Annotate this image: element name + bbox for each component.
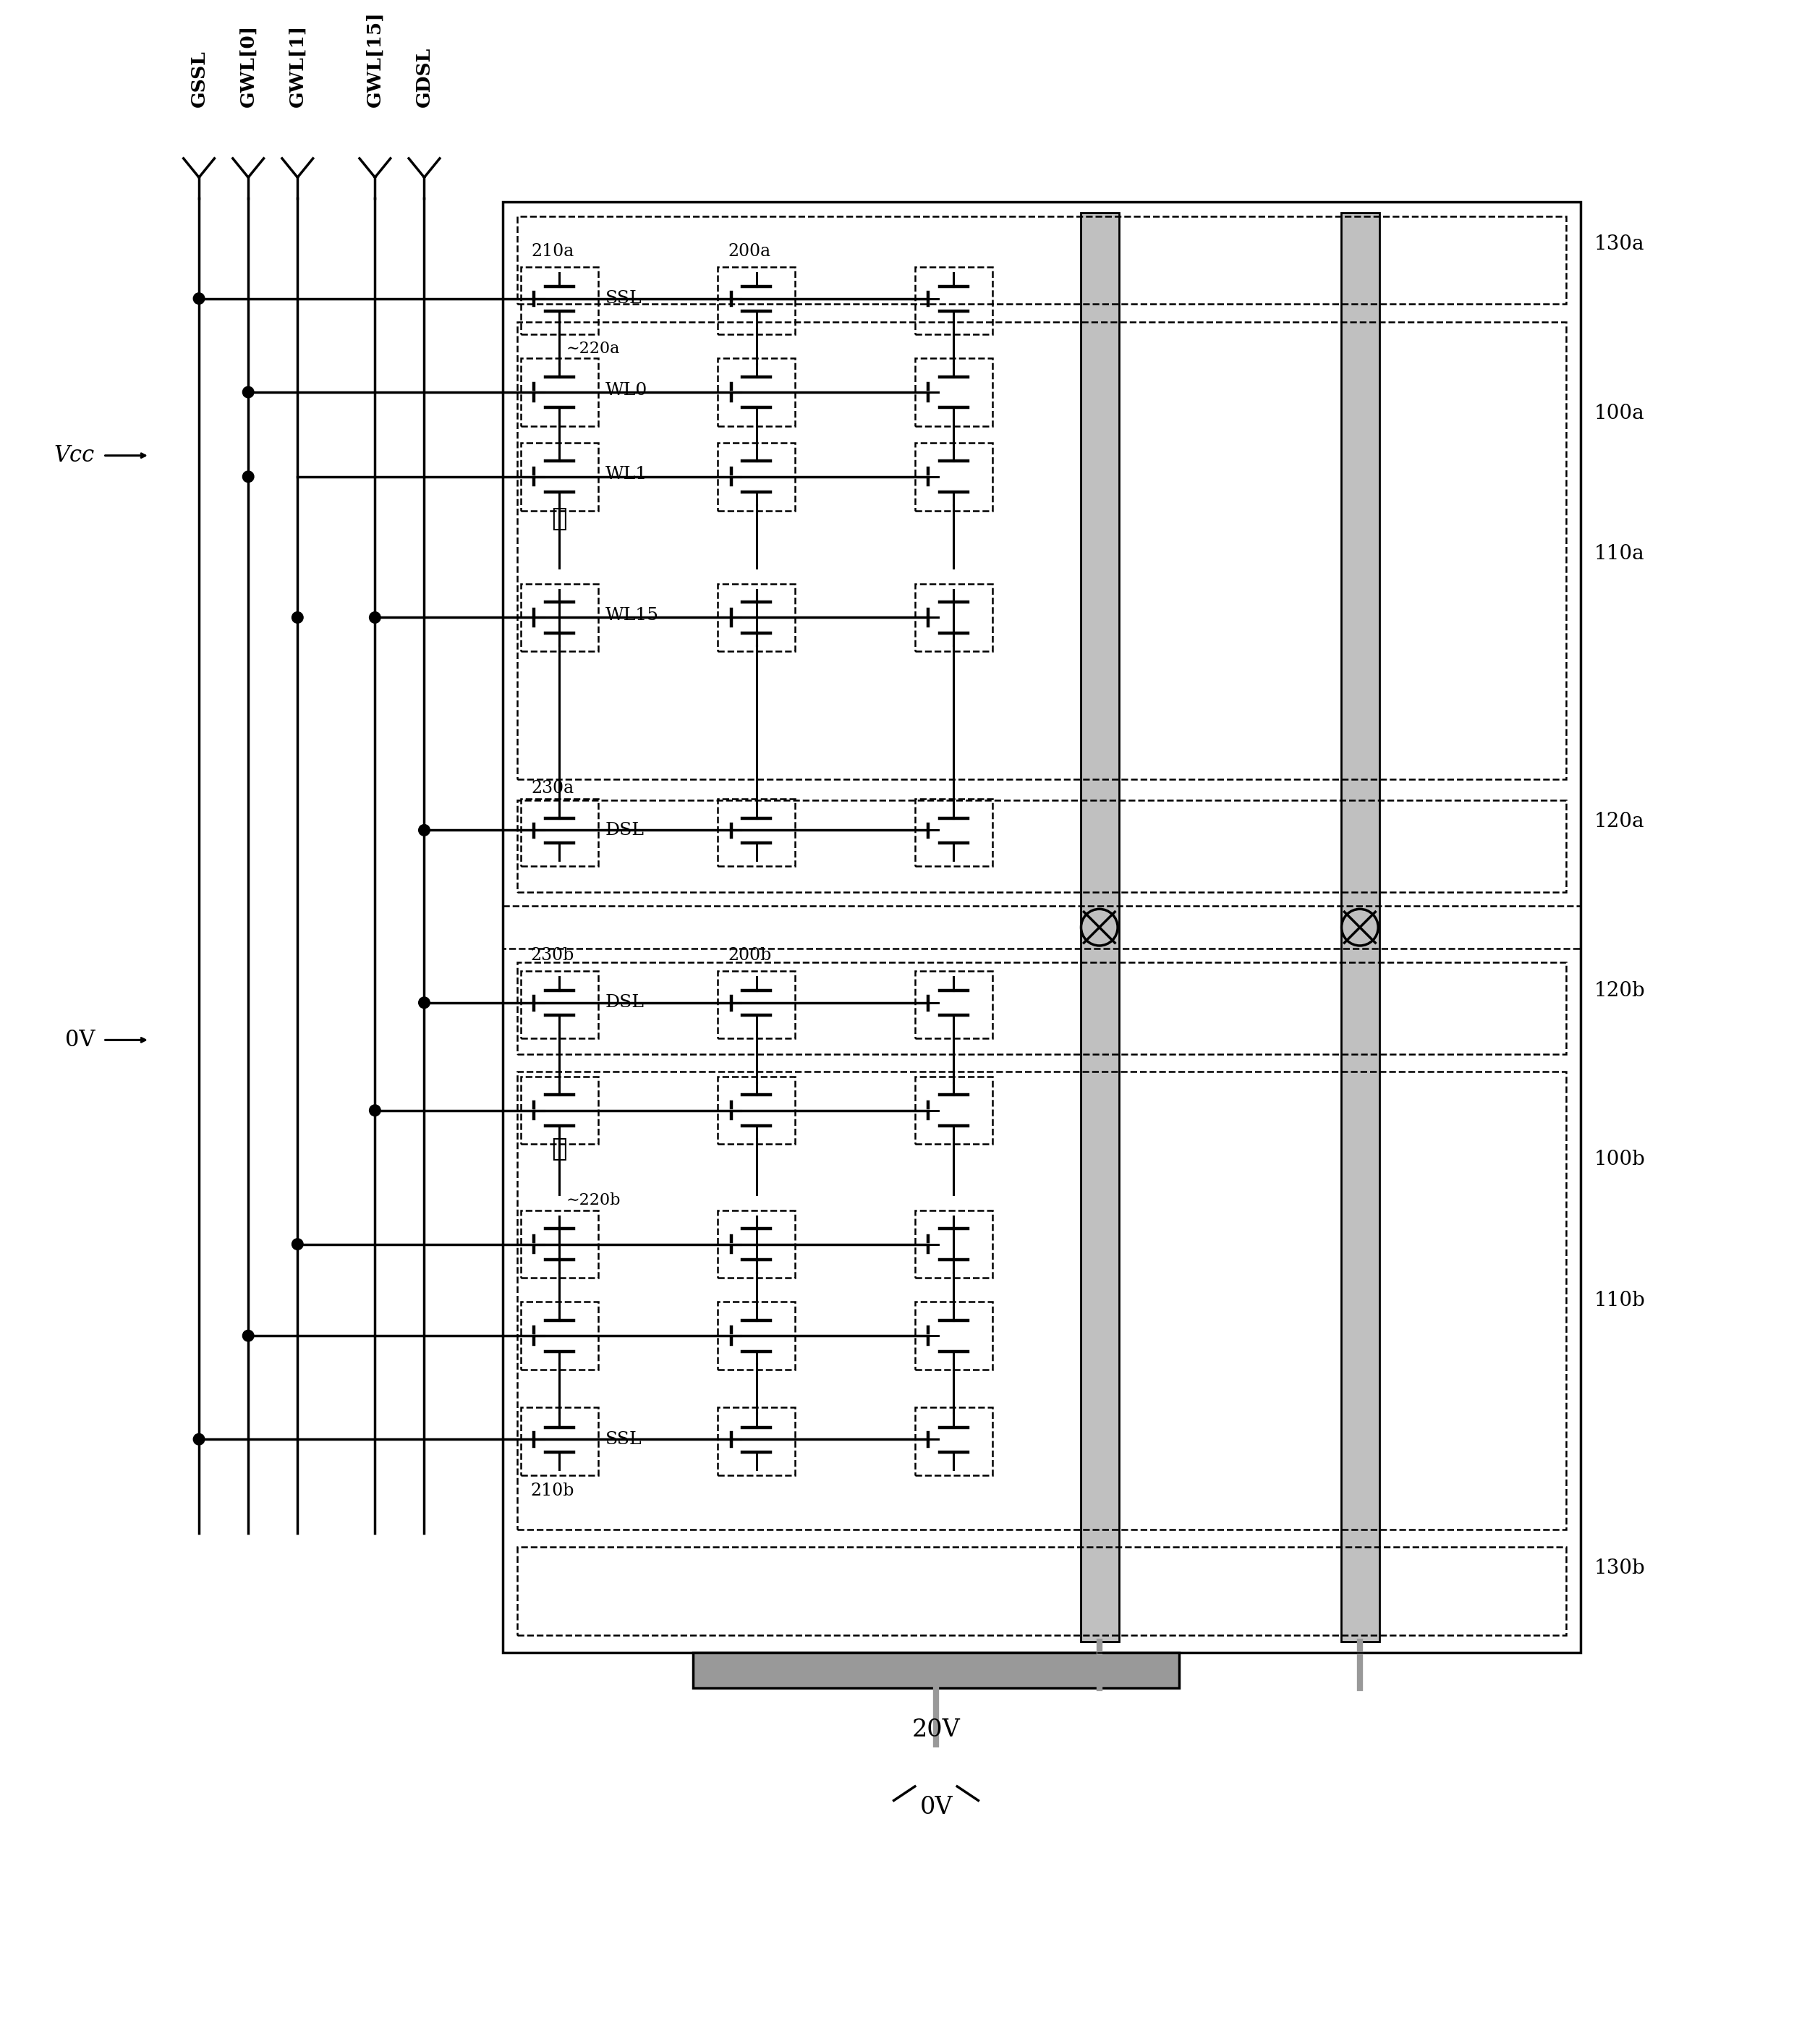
Text: GWL[0]: GWL[0] <box>238 24 257 107</box>
Bar <box>717 799 795 866</box>
Bar <box>717 443 795 510</box>
Bar <box>517 1548 1567 1635</box>
Bar <box>915 1408 992 1475</box>
Text: 130a: 130a <box>1594 235 1645 255</box>
Text: GSSL: GSSL <box>189 51 207 107</box>
Bar <box>717 585 795 651</box>
Circle shape <box>242 471 253 481</box>
Bar <box>521 1076 599 1145</box>
Text: 0V: 0V <box>66 1030 95 1052</box>
Text: ∼220a: ∼220a <box>566 340 621 356</box>
Bar <box>1081 212 1119 1643</box>
Bar <box>521 799 599 866</box>
Text: WL1: WL1 <box>606 465 648 483</box>
Circle shape <box>291 1238 304 1250</box>
Text: 110a: 110a <box>1594 544 1645 564</box>
Text: GWL[15]: GWL[15] <box>366 10 384 107</box>
Text: DSL: DSL <box>606 995 644 1011</box>
Bar <box>915 1303 992 1370</box>
Text: 110b: 110b <box>1594 1291 1645 1311</box>
Bar <box>521 971 599 1038</box>
Text: 210a: 210a <box>531 243 573 259</box>
Text: 200a: 200a <box>728 243 772 259</box>
Text: 100a: 100a <box>1594 403 1645 423</box>
Bar <box>502 202 1580 1653</box>
Bar <box>717 1408 795 1475</box>
Bar <box>1341 212 1380 1643</box>
Text: 120a: 120a <box>1594 811 1645 831</box>
Text: 230a: 230a <box>531 781 573 797</box>
Bar <box>521 585 599 651</box>
Circle shape <box>369 1105 380 1117</box>
Text: WL15: WL15 <box>606 607 659 623</box>
Bar <box>521 358 599 427</box>
Text: GDSL: GDSL <box>415 47 433 107</box>
Bar <box>521 267 599 334</box>
Bar <box>502 202 1580 906</box>
Text: SSL: SSL <box>606 289 642 307</box>
Bar <box>915 358 992 427</box>
Text: 100b: 100b <box>1594 1149 1645 1169</box>
Bar <box>693 1653 1179 1687</box>
Bar <box>717 971 795 1038</box>
Text: GWL[1]: GWL[1] <box>289 24 306 107</box>
Bar <box>517 801 1567 892</box>
Bar <box>521 1210 599 1279</box>
Circle shape <box>193 293 204 303</box>
Text: WL0: WL0 <box>606 382 648 399</box>
Bar <box>915 1210 992 1279</box>
Text: 200b: 200b <box>728 947 772 963</box>
Bar <box>517 322 1567 779</box>
Bar <box>517 216 1567 303</box>
Bar <box>915 585 992 651</box>
Bar <box>915 267 992 334</box>
Bar <box>717 1303 795 1370</box>
Circle shape <box>193 1434 204 1444</box>
Text: DSL: DSL <box>606 821 644 838</box>
Circle shape <box>369 611 380 623</box>
Bar <box>915 1076 992 1145</box>
Bar <box>915 443 992 510</box>
Bar <box>717 358 795 427</box>
Circle shape <box>419 825 430 835</box>
Bar <box>521 1303 599 1370</box>
Text: ∼220b: ∼220b <box>566 1194 621 1208</box>
Bar <box>915 971 992 1038</box>
Text: 120b: 120b <box>1594 981 1645 1001</box>
Circle shape <box>242 386 253 399</box>
Circle shape <box>242 1329 253 1341</box>
Text: ⋯: ⋯ <box>551 1137 568 1161</box>
Circle shape <box>419 997 430 1007</box>
Bar <box>517 963 1567 1054</box>
Text: SSL: SSL <box>606 1430 642 1448</box>
Text: 210b: 210b <box>531 1483 573 1499</box>
Text: 130b: 130b <box>1594 1558 1645 1578</box>
Text: 20V: 20V <box>912 1718 961 1742</box>
Text: Vcc: Vcc <box>55 445 95 467</box>
Bar <box>521 443 599 510</box>
Text: ⋯: ⋯ <box>551 506 568 532</box>
Bar <box>517 1072 1567 1529</box>
Text: 230b: 230b <box>531 947 573 963</box>
Bar <box>717 1210 795 1279</box>
Text: 0V: 0V <box>919 1796 952 1819</box>
Circle shape <box>291 611 304 623</box>
Bar <box>915 799 992 866</box>
Bar <box>717 1076 795 1145</box>
Bar <box>521 1408 599 1475</box>
Bar <box>502 949 1580 1653</box>
Bar <box>717 267 795 334</box>
